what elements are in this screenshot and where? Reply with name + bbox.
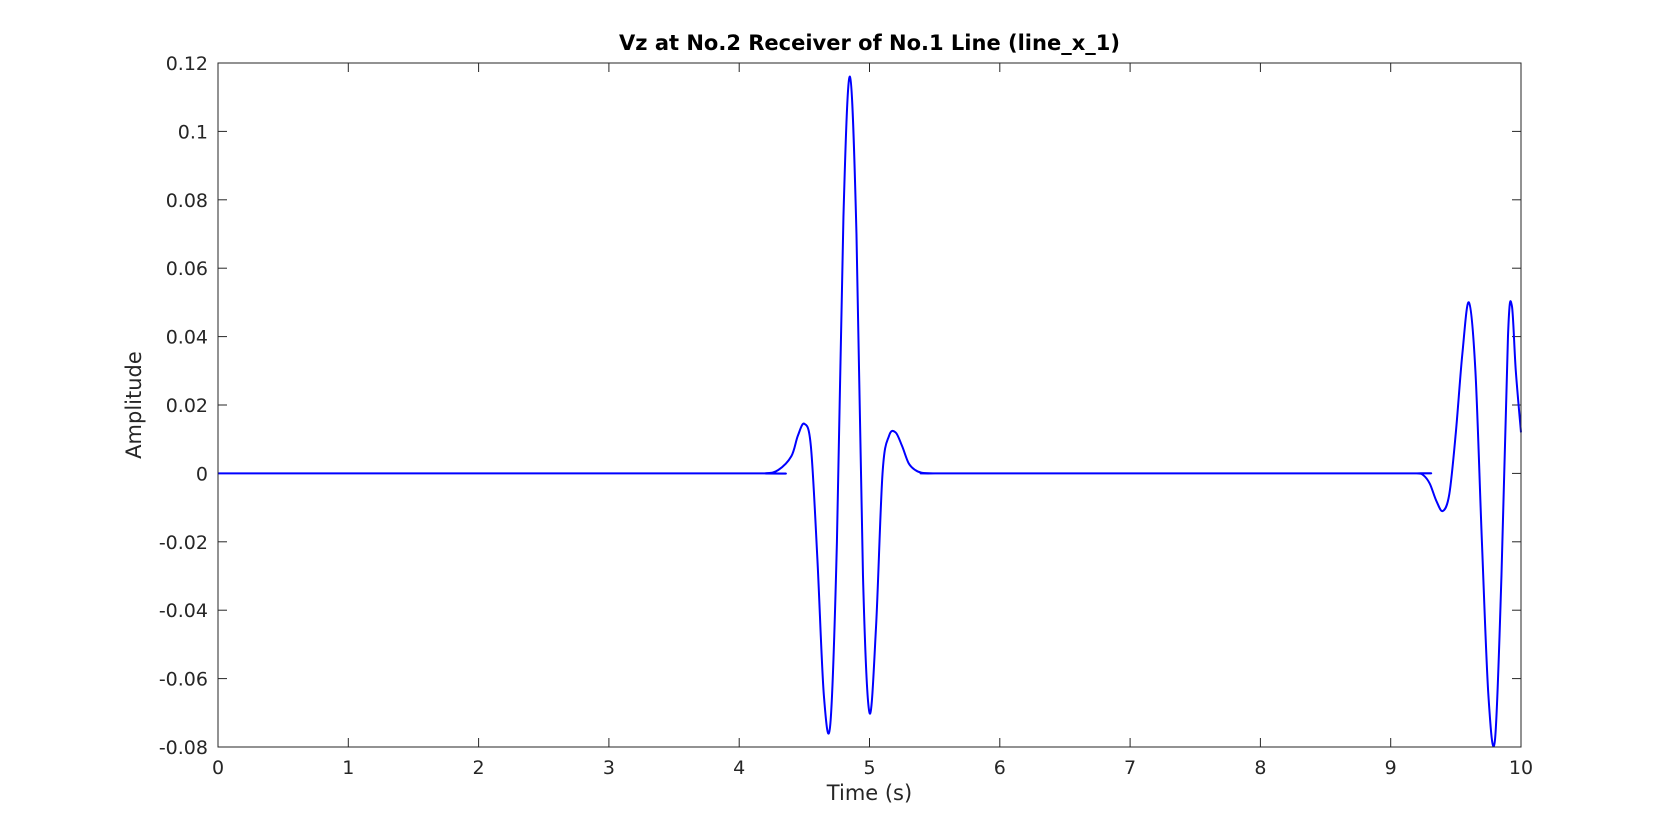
x-tick-label: 4 [733,757,745,779]
x-tick-label: 3 [603,757,615,779]
plot-area [218,63,1521,747]
y-axis-ticks: -0.08 -0.06 -0.04 -0.02 0 0.02 0.04 0.06 0.08 0.1… [159,53,1521,759]
x-tick-label: 6 [994,757,1006,779]
x-tick-label: 9 [1385,757,1397,779]
y-tick-label: 0.06 [166,258,208,280]
series-layer [217,75,1522,748]
y-tick-label: -0.04 [159,600,208,622]
series-line [217,75,1522,748]
x-axis-ticks: 0 1 2 3 4 5 6 7 8 9 10 [212,63,1533,779]
x-tick-label: 5 [863,757,875,779]
x-tick-label: 1 [342,757,354,779]
y-tick-label: -0.02 [159,532,208,554]
y-tick-label: -0.06 [159,669,208,691]
plot-frame [217,62,1522,748]
y-axis-title: Amplitude [122,351,146,459]
y-tick-label: 0.1 [178,121,208,143]
x-tick-label: 2 [473,757,485,779]
y-tick-label: 0.04 [166,327,208,349]
y-tick-label: 0 [196,463,208,485]
x-axis-title: Time (s) [826,781,912,805]
chart-title: Vz at No.2 Receiver of No.1 Line (line_x… [619,31,1120,55]
y-tick-label: 0.02 [166,395,208,417]
x-tick-label: 8 [1254,757,1266,779]
y-tick-label: -0.08 [159,737,208,759]
y-tick-label: 0.08 [166,190,208,212]
x-tick-label: 7 [1124,757,1136,779]
y-tick-label: 0.12 [166,53,208,75]
x-tick-label: 10 [1509,757,1533,779]
x-tick-label: 0 [212,757,224,779]
